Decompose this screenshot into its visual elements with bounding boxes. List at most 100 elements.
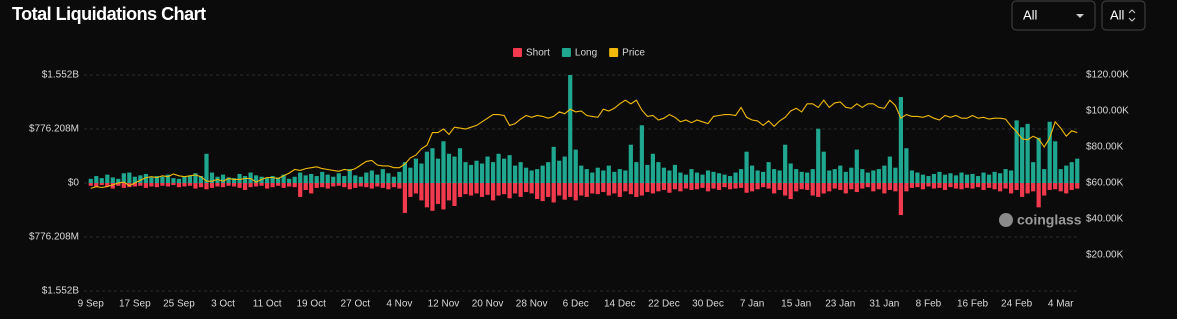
bar	[358, 176, 363, 183]
bar	[584, 169, 589, 183]
range-select[interactable]: All	[1011, 0, 1096, 31]
y2-tick-label: $120.00K	[1086, 70, 1129, 81]
watermark: coinglass	[999, 212, 1082, 228]
bar	[507, 183, 512, 199]
select-value[interactable]: All	[1110, 7, 1125, 22]
bar	[1075, 183, 1080, 189]
bar	[309, 183, 314, 194]
bar	[733, 183, 738, 189]
bar	[683, 174, 689, 183]
bar	[485, 183, 490, 195]
bar	[761, 183, 766, 188]
bar	[601, 170, 606, 183]
y-tick-label: $1.552B	[42, 70, 80, 81]
bar	[143, 173, 148, 183]
bar	[557, 183, 562, 196]
bar	[419, 163, 424, 183]
select-value[interactable]: All	[1023, 7, 1038, 22]
y2-tick-label: $60.00K	[1086, 178, 1124, 189]
x-tick-label: 12 Nov	[428, 299, 460, 310]
y2-tick-label: $20.00K	[1086, 250, 1124, 261]
bar	[226, 183, 231, 186]
bar	[518, 183, 523, 197]
bar	[479, 163, 485, 183]
bar	[584, 183, 589, 197]
bar	[634, 183, 639, 197]
bar	[816, 128, 821, 183]
x-tick-label: 17 Sep	[119, 299, 151, 310]
bar	[634, 162, 639, 183]
bar	[336, 183, 341, 186]
select-box[interactable]	[1101, 0, 1146, 31]
bar	[253, 183, 259, 187]
bar	[452, 156, 457, 183]
bar	[981, 183, 986, 190]
bar	[843, 183, 848, 194]
bar	[182, 183, 187, 187]
bar	[138, 175, 143, 183]
bar	[948, 173, 953, 183]
bar	[964, 183, 970, 188]
bar	[672, 183, 678, 190]
bar	[860, 169, 865, 183]
bar	[568, 75, 573, 183]
bar	[529, 183, 534, 194]
bar	[287, 178, 292, 183]
bar	[562, 156, 567, 183]
bar	[209, 172, 215, 183]
bar	[380, 183, 385, 188]
bar	[667, 170, 672, 183]
bar	[650, 183, 655, 194]
bar	[887, 183, 892, 190]
select-box[interactable]	[1011, 0, 1096, 31]
bar	[716, 173, 722, 183]
bar	[595, 167, 600, 183]
bar	[749, 183, 755, 192]
bar	[772, 183, 777, 194]
bar	[937, 171, 942, 183]
x-tick-label: 16 Feb	[957, 299, 989, 310]
bar	[975, 176, 981, 183]
bar	[595, 183, 600, 195]
bar	[694, 183, 700, 190]
coin-select[interactable]: All	[1101, 0, 1146, 31]
bar	[860, 183, 865, 189]
bar	[832, 183, 837, 189]
bar	[446, 183, 452, 201]
bar	[931, 173, 937, 183]
bar	[650, 153, 655, 183]
bar	[386, 183, 391, 190]
bar	[303, 183, 308, 190]
bar	[898, 97, 903, 183]
bar	[193, 173, 198, 183]
bar	[882, 165, 887, 183]
bar	[430, 183, 435, 211]
legend-swatch	[513, 48, 522, 57]
y-tick-label: $1.552B	[42, 286, 80, 297]
bar	[452, 183, 457, 206]
bar	[678, 172, 683, 183]
bar	[265, 183, 270, 189]
bar	[457, 183, 463, 197]
y2-tick-label: $80.00K	[1086, 142, 1124, 153]
bar	[788, 163, 793, 183]
bar	[501, 183, 507, 195]
bar	[849, 183, 854, 190]
bar	[132, 176, 137, 183]
bar	[237, 183, 242, 188]
bar	[320, 171, 325, 183]
bar	[689, 169, 694, 183]
bar	[259, 183, 264, 186]
bar	[854, 149, 859, 183]
bar	[772, 169, 777, 183]
bar	[975, 183, 981, 188]
bar	[997, 173, 1003, 183]
price-line	[90, 99, 1078, 189]
bar	[1064, 165, 1069, 183]
bar	[926, 183, 931, 187]
bar	[160, 176, 165, 183]
bar	[347, 169, 352, 183]
bar	[1009, 170, 1014, 183]
bar	[766, 183, 771, 189]
x-tick-label: 7 Jan	[740, 299, 764, 310]
